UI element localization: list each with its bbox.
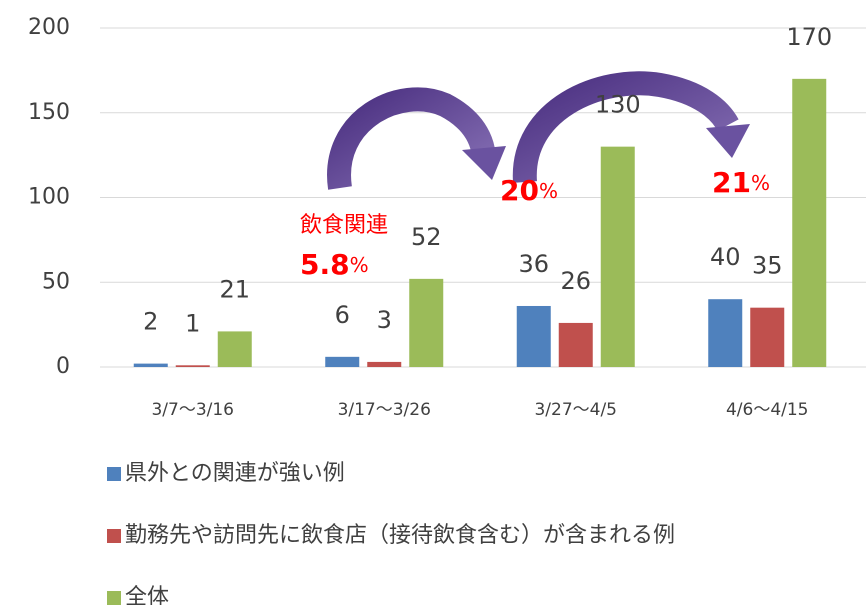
legend-swatch [107, 467, 121, 481]
value-label: 26 [560, 267, 591, 295]
bar [792, 79, 826, 367]
x-tick-label: 3/27〜4/5 [534, 400, 617, 420]
bar [517, 306, 551, 367]
annotation-unit: % [539, 179, 558, 203]
bar [559, 323, 593, 367]
x-tick-label: 4/6〜4/15 [726, 400, 809, 420]
y-tick-label: 200 [28, 15, 70, 40]
legend-swatch [107, 529, 121, 543]
value-label: 130 [595, 91, 641, 119]
legend-label: 勤務先や訪問先に飲食店（接待飲食含む）が含まれる例 [125, 523, 675, 548]
bar [325, 357, 359, 367]
x-tick-label: 3/7〜3/16 [151, 400, 234, 420]
value-label: 36 [518, 250, 549, 278]
value-label: 52 [411, 223, 442, 251]
y-tick-label: 150 [28, 100, 70, 125]
y-tick-label: 50 [42, 269, 70, 294]
annotation: 飲食関連 [300, 213, 388, 238]
value-label: 6 [335, 301, 350, 329]
legend-label: 県外との関連が強い例 [125, 461, 345, 486]
value-label: 170 [786, 23, 832, 51]
annotation-number: 5.8 [300, 248, 350, 281]
y-tick-label: 0 [56, 354, 70, 379]
bar [750, 308, 784, 367]
bar [176, 365, 210, 367]
value-label: 21 [219, 275, 250, 303]
x-tick-label: 3/17〜3/26 [338, 400, 431, 420]
legend-swatch [107, 591, 121, 605]
bar [708, 299, 742, 367]
value-label: 40 [710, 243, 741, 271]
chart: 飲食関連 5.8% 20% 21% 0501001502003/7〜3/1621… [0, 0, 866, 605]
value-label: 2 [143, 308, 158, 336]
annotation: 5.8% [300, 248, 369, 281]
annotation: 20% [500, 174, 558, 207]
annotation-unit: % [350, 253, 369, 277]
value-label: 1 [185, 309, 200, 337]
value-label: 35 [752, 252, 783, 280]
y-tick-label: 100 [28, 185, 70, 210]
bar [367, 362, 401, 367]
annotation-number: 21 [712, 166, 751, 199]
annotation-number: 20 [500, 174, 539, 207]
bar [218, 331, 252, 367]
bar [134, 364, 168, 367]
bar [409, 279, 443, 367]
legend-label: 全体 [125, 585, 169, 605]
annotation-unit: % [751, 171, 770, 195]
annotation: 21% [712, 166, 770, 199]
value-label: 3 [377, 306, 392, 334]
bar [601, 147, 635, 367]
